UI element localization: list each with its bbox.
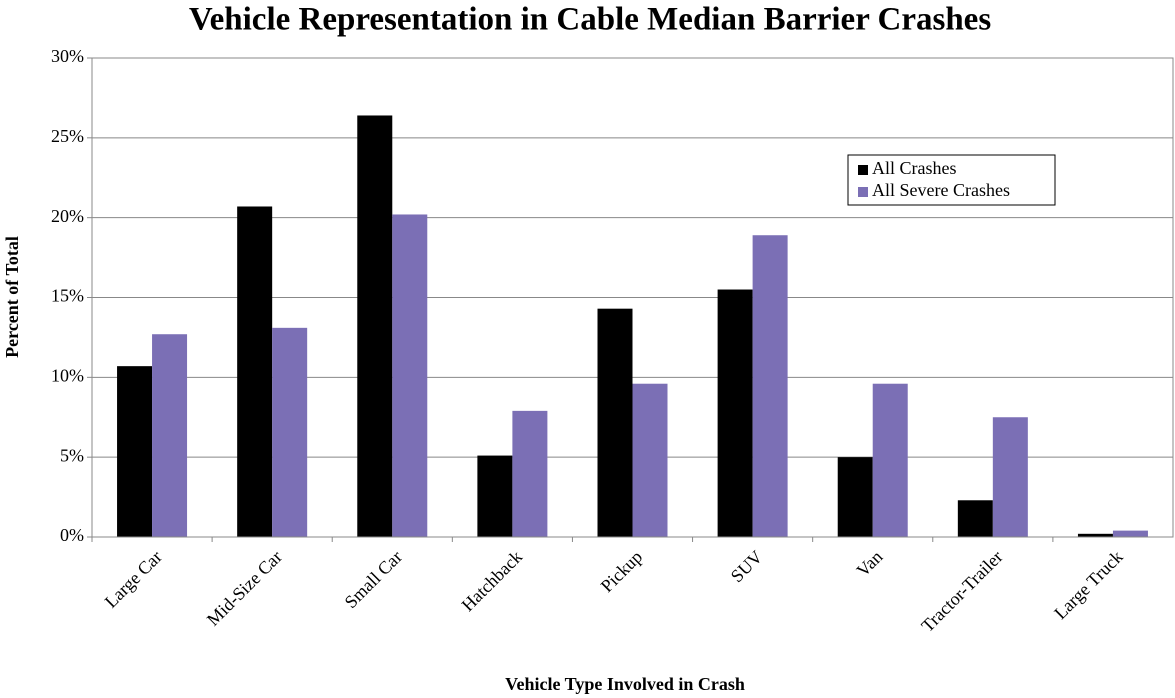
bar <box>512 410 548 537</box>
y-tick-label: 20% <box>51 206 84 226</box>
x-tick-label: Van <box>853 547 887 581</box>
x-axis-title: Vehicle Type Involved in Crash <box>505 674 745 694</box>
bar <box>1112 530 1148 537</box>
bar <box>237 206 273 538</box>
x-tick-label: SUV <box>727 547 767 587</box>
bar <box>392 214 428 537</box>
legend-label: All Severe Crashes <box>872 180 1010 200</box>
bar <box>272 327 308 537</box>
x-tick-label: Mid-Size Car <box>203 547 286 630</box>
x-tick-label: Small Car <box>341 547 406 612</box>
y-tick-label: 10% <box>51 365 84 385</box>
bar <box>117 366 153 537</box>
y-tick-label: 0% <box>60 525 84 545</box>
bar <box>957 500 993 537</box>
bar <box>752 235 788 538</box>
y-tick-label: 30% <box>51 46 84 66</box>
bar <box>837 457 873 537</box>
bar <box>477 455 513 537</box>
x-tick-label: Large Truck <box>1050 547 1126 623</box>
x-tick-label: Large Car <box>101 547 166 612</box>
bar <box>632 383 668 537</box>
bar <box>872 383 908 537</box>
x-tick-label: Pickup <box>597 547 647 597</box>
legend-box <box>847 154 1056 206</box>
x-tick-label: Hatchback <box>458 547 527 616</box>
x-tick-label: Tractor-Trailer <box>917 547 1006 636</box>
legend-swatch <box>858 187 868 197</box>
bar <box>597 308 633 537</box>
bar <box>1077 533 1113 537</box>
y-tick-label: 25% <box>51 126 84 146</box>
bar <box>717 289 753 537</box>
bar <box>992 417 1028 537</box>
bar <box>152 334 188 537</box>
y-axis-title: Percent of Total <box>2 236 22 358</box>
legend-label: All Crashes <box>872 158 957 178</box>
y-tick-label: 5% <box>60 445 84 465</box>
y-tick-label: 15% <box>51 286 84 306</box>
bar <box>357 115 393 537</box>
legend-swatch <box>858 165 868 175</box>
chart-title: Vehicle Representation in Cable Median B… <box>189 2 991 38</box>
